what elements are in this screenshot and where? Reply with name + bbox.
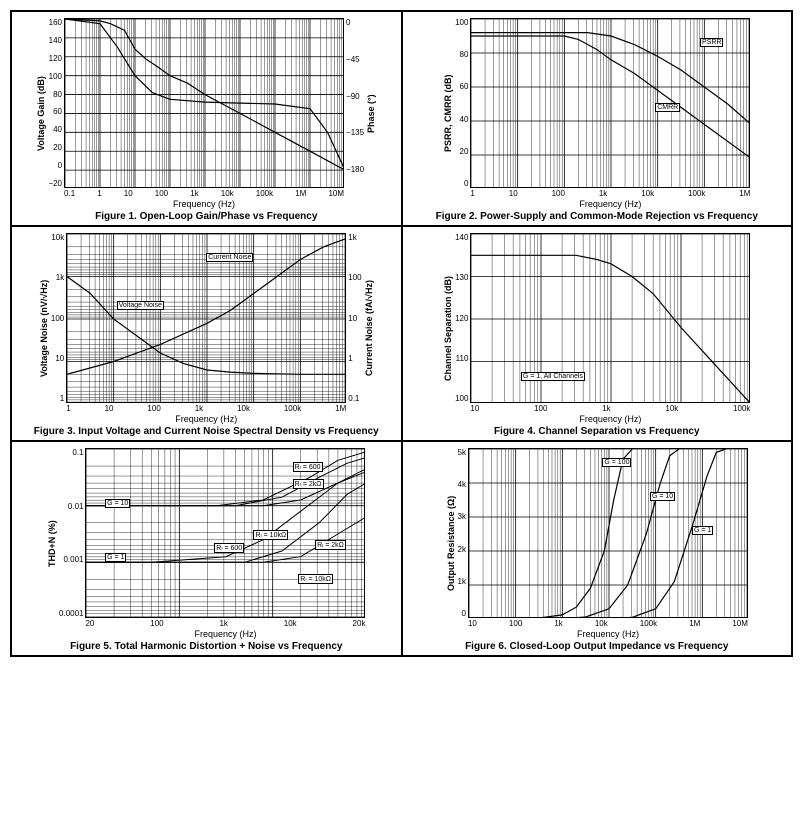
fig2-yticks-left: 100806040200 xyxy=(455,18,470,188)
fig3-yticks-right: 1k1001010.1 xyxy=(346,233,361,403)
fig3-xlabel: Frequency (Hz) xyxy=(175,414,237,424)
fig3-ylabel-left: Voltage Noise (nV/√Hz) xyxy=(39,233,49,424)
fig6-annotation: G = 1 xyxy=(692,526,713,535)
fig4-yticks-left: 140130120110100 xyxy=(455,233,470,403)
fig5-annotation: Rₗ = 600 xyxy=(214,543,244,553)
fig1-ylabel-left: Voltage Gain (dB) xyxy=(36,18,46,209)
fig2-xlabel: Frequency (Hz) xyxy=(579,199,641,209)
fig4-ylabel-left: Channel Separation (dB) xyxy=(443,233,453,424)
fig1-yticks-left: 160140120100806040200−20 xyxy=(48,18,64,188)
fig1-plot xyxy=(64,18,344,188)
fig1-yticks-right: 0−45−90−135−180 xyxy=(344,18,364,188)
fig4-xticks: 101001k10k100k xyxy=(470,404,750,413)
fig2-series-cmrr xyxy=(471,36,750,158)
fig1-caption: Figure 1. Open-Loop Gain/Phase vs Freque… xyxy=(95,211,317,223)
fig6-caption: Figure 6. Closed-Loop Output Impedance v… xyxy=(465,641,728,653)
fig4-caption: Figure 4. Channel Separation vs Frequenc… xyxy=(494,426,700,438)
fig6-xlabel: Frequency (Hz) xyxy=(577,629,639,639)
fig5-annotation: Rₗ = 2kΩ xyxy=(293,479,324,489)
fig1-xlabel: Frequency (Hz) xyxy=(173,199,235,209)
fig5-annotation: G = 1 xyxy=(105,553,126,562)
fig1-xticks: 0.11101001k10k100k1M10M xyxy=(64,189,344,198)
fig5-annotation: G = 10 xyxy=(105,499,130,508)
fig6-series-g100 xyxy=(469,449,632,618)
fig2-caption: Figure 2. Power-Supply and Common-Mode R… xyxy=(436,211,758,223)
fig6-ylabel-left: Output Resistance (Ω) xyxy=(446,448,456,639)
fig6-annotation: G = 100 xyxy=(602,458,631,467)
fig5-annotation: Rₗ = 2kΩ xyxy=(315,540,346,550)
fig5-caption: Figure 5. Total Harmonic Distortion + No… xyxy=(70,641,342,653)
datasheet-figure-grid: Voltage Gain (dB)160140120100806040200−2… xyxy=(10,10,793,657)
fig5-xlabel: Frequency (Hz) xyxy=(194,629,256,639)
fig3-yticks-left: 10k1k100101 xyxy=(51,233,66,403)
fig5-plot xyxy=(85,448,365,618)
fig5-series-g10_600 xyxy=(86,452,365,506)
fig4-plot xyxy=(470,233,750,403)
fig6-panel: Output Resistance (Ω)5k4k3k2k1k0 G = 100 G… xyxy=(402,441,793,656)
fig6-series-g10 xyxy=(469,449,679,618)
fig6-xticks: 101001k10k100k1M10M xyxy=(468,619,748,628)
fig3-xticks: 1101001k10k100k1M xyxy=(66,404,346,413)
fig5-ylabel-left: THD+N (%) xyxy=(47,448,57,639)
fig2-ylabel-left: PSRR, CMRR (dB) xyxy=(443,18,453,209)
fig3-annotation: Current Noise xyxy=(206,253,253,262)
fig3-caption: Figure 3. Input Voltage and Current Nois… xyxy=(34,426,379,438)
fig2-annotation: PSRR xyxy=(700,38,723,47)
fig6-series-g1 xyxy=(469,449,726,618)
fig3-ylabel-right: Current Noise (fA/√Hz) xyxy=(364,233,374,424)
fig1-panel: Voltage Gain (dB)160140120100806040200−2… xyxy=(11,11,402,226)
fig6-annotation: G = 10 xyxy=(650,492,675,501)
fig3-annotation: Voltage Noise xyxy=(117,301,164,310)
fig4-annotation: G = 1, All Channels xyxy=(521,372,585,381)
fig5-annotation: Rₗ = 600 xyxy=(293,462,323,472)
fig4-xlabel: Frequency (Hz) xyxy=(579,414,641,424)
fig6-yticks-left: 5k4k3k2k1k0 xyxy=(458,448,468,618)
fig1-ylabel-right: Phase (°) xyxy=(366,18,376,209)
fig5-annotation: Rₗ = 10kΩ xyxy=(298,574,333,584)
fig2-panel: PSRR, CMRR (dB)100806040200 PSRR CMRR 11010… xyxy=(402,11,793,226)
fig5-xticks: 201001k10k20k xyxy=(85,619,365,628)
fig4-panel: Channel Separation (dB)140130120110100 G … xyxy=(402,226,793,441)
fig2-annotation: CMRR xyxy=(655,103,680,112)
fig5-annotation: Rₗ = 10kΩ xyxy=(253,530,288,540)
fig3-panel: Voltage Noise (nV/√Hz)10k1k100101 Current… xyxy=(11,226,402,441)
fig4-series-chsep xyxy=(471,255,750,403)
fig5-yticks-left: 0.10.010.0010.0001 xyxy=(59,448,85,618)
fig5-panel: THD+N (%)0.10.010.0010.0001 G = 10 G = 1 Rₗ… xyxy=(11,441,402,656)
fig2-xticks: 1101001k10k100k1M xyxy=(470,189,750,198)
